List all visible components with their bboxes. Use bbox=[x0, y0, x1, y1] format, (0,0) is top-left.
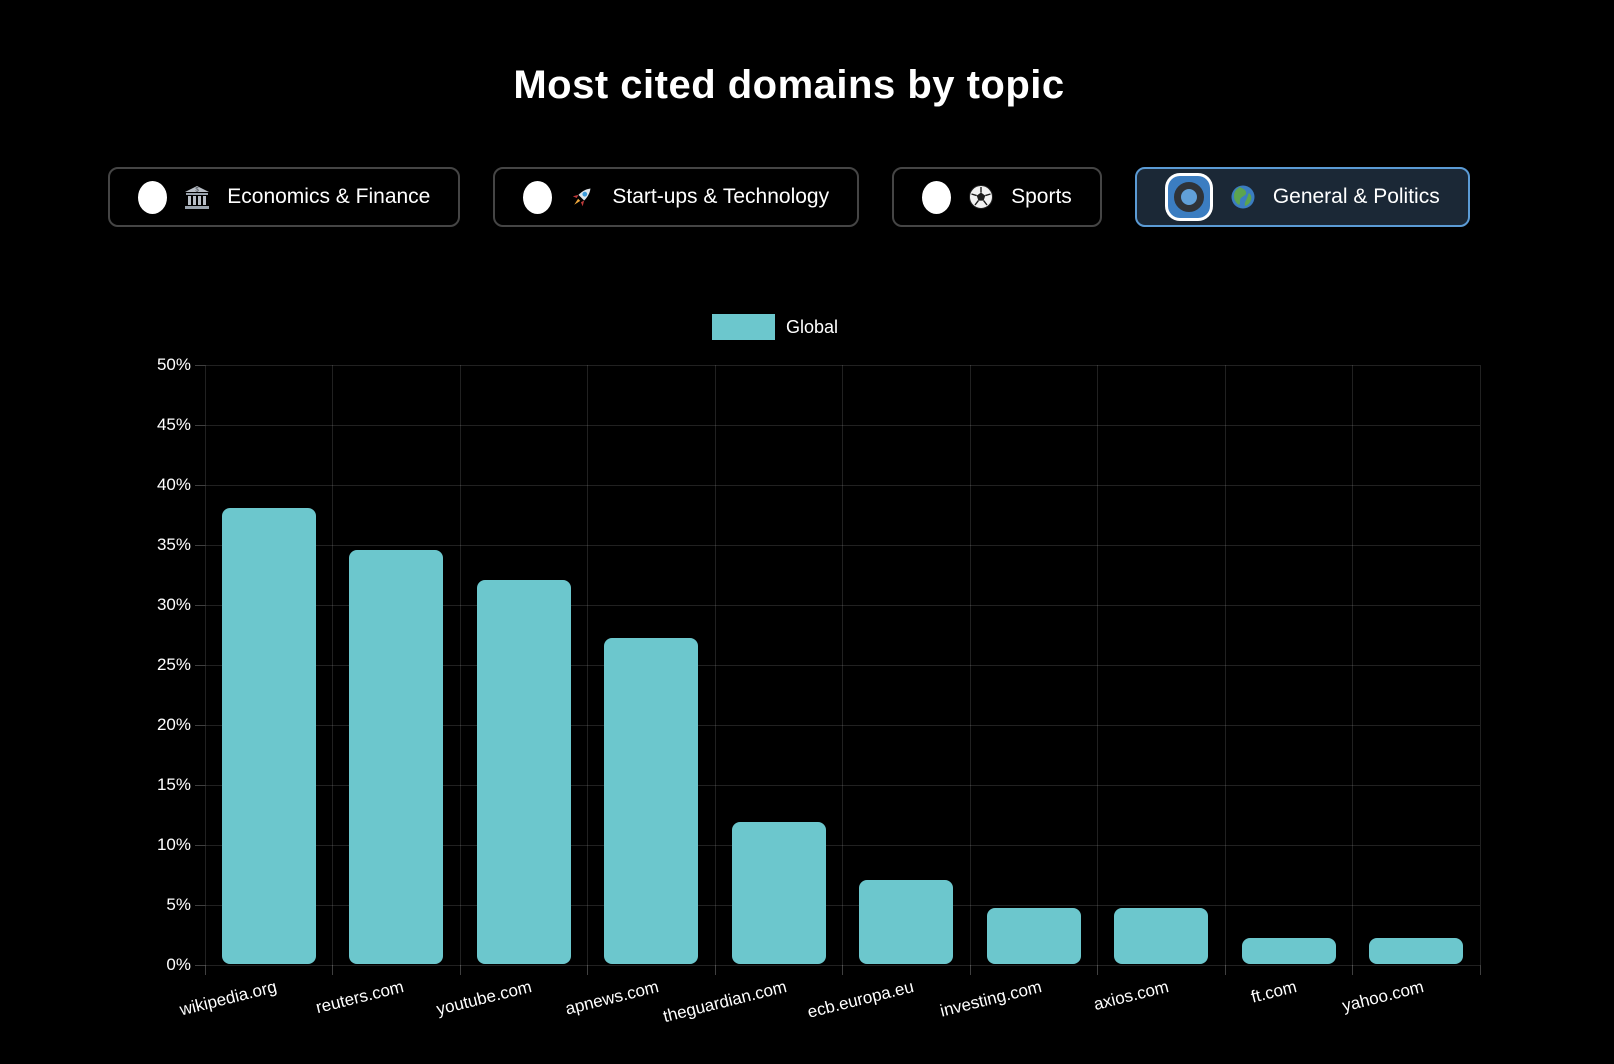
gridline-horizontal bbox=[205, 664, 1480, 666]
bar-axios-com[interactable] bbox=[1114, 907, 1209, 964]
x-axis-tick bbox=[1352, 965, 1353, 975]
topic-button-general-politics[interactable]: General & Politics bbox=[1134, 167, 1470, 227]
y-axis-tick bbox=[195, 544, 205, 546]
gridline-vertical bbox=[459, 365, 461, 965]
y-axis-tick bbox=[195, 664, 205, 666]
gridline-vertical bbox=[204, 365, 206, 965]
chart-legend[interactable]: Global bbox=[0, 314, 1564, 340]
y-axis-label: 25% bbox=[156, 655, 191, 674]
gridline-vertical bbox=[842, 365, 843, 965]
y-axis-label: 15% bbox=[156, 775, 191, 794]
gridline-vertical bbox=[587, 365, 588, 965]
y-axis-tick bbox=[195, 484, 205, 486]
bar-yahoo-com[interactable] bbox=[1369, 937, 1464, 964]
y-axis-label: 50% bbox=[156, 355, 191, 374]
bar-apnews-com[interactable] bbox=[604, 637, 699, 964]
bar-theguardian-com[interactable] bbox=[731, 822, 826, 964]
bar-wikipedia-org[interactable] bbox=[221, 508, 316, 964]
gridline-horizontal bbox=[205, 784, 1480, 786]
bar-investing-com[interactable] bbox=[986, 907, 1081, 964]
svg-text:$: $ bbox=[196, 188, 200, 194]
x-axis-tick bbox=[969, 965, 971, 975]
radio-selected-icon[interactable] bbox=[1167, 176, 1210, 218]
gridline-horizontal bbox=[205, 364, 1480, 366]
y-axis-tick bbox=[195, 844, 205, 846]
x-axis-tick bbox=[459, 965, 461, 975]
y-axis-tick bbox=[195, 724, 205, 726]
x-axis-tick bbox=[204, 965, 206, 975]
radio-unselected-icon[interactable] bbox=[922, 180, 952, 214]
topic-button-sports[interactable]: Sports bbox=[892, 167, 1102, 227]
y-axis-tick bbox=[195, 424, 205, 426]
radio-unselected-icon[interactable] bbox=[523, 180, 553, 214]
y-axis-label: 30% bbox=[156, 595, 191, 614]
gridline-vertical bbox=[969, 365, 971, 965]
gridline-horizontal bbox=[205, 904, 1480, 906]
x-axis-tick bbox=[1097, 965, 1098, 975]
y-axis-label: 0% bbox=[166, 955, 191, 974]
gridline-horizontal bbox=[205, 604, 1480, 606]
gridline-horizontal bbox=[205, 484, 1480, 486]
bar-chart-plot-area: 0% 5% 10% 15% 20% 25% 30% 35% 40% 45% 50% wikipedia… bbox=[157, 355, 1481, 1026]
bar-youtube-com[interactable] bbox=[476, 580, 571, 964]
soccer-ball-icon bbox=[966, 182, 996, 212]
y-axis-tick bbox=[195, 604, 205, 606]
radio-dot bbox=[1173, 182, 1204, 212]
x-axis-tick bbox=[1479, 965, 1481, 975]
legend-swatch bbox=[711, 314, 775, 340]
topic-button-label: General & Politics bbox=[1272, 185, 1440, 208]
gridline-vertical bbox=[714, 365, 716, 965]
gridline-vertical bbox=[1097, 365, 1098, 965]
x-axis-tick bbox=[587, 965, 588, 975]
rocket-icon bbox=[567, 182, 597, 212]
bar-ecb-europa-eu[interactable] bbox=[859, 880, 954, 964]
y-axis-tick bbox=[195, 904, 205, 906]
y-axis-label: 20% bbox=[156, 715, 191, 734]
y-axis-tick bbox=[195, 784, 205, 786]
y-axis-label: 5% bbox=[166, 895, 191, 914]
bar-ft-com[interactable] bbox=[1241, 937, 1336, 964]
y-axis-label: 10% bbox=[156, 835, 191, 854]
gridline-horizontal bbox=[205, 544, 1480, 546]
gridline-vertical bbox=[332, 365, 333, 965]
y-axis-tick bbox=[195, 964, 205, 966]
page-title: Most cited domains by topic bbox=[513, 62, 1065, 107]
topic-button-label: Sports bbox=[1011, 185, 1072, 208]
gridline-vertical bbox=[1479, 365, 1481, 965]
bar-reuters-com[interactable] bbox=[349, 550, 444, 964]
y-axis-label: 45% bbox=[156, 415, 191, 434]
gridline-vertical bbox=[1352, 365, 1353, 965]
gridline-horizontal bbox=[205, 964, 1480, 966]
x-axis-tick bbox=[332, 965, 333, 975]
y-axis-tick bbox=[195, 364, 205, 366]
gridline-horizontal bbox=[205, 424, 1480, 426]
x-axis-tick bbox=[714, 965, 716, 975]
topic-button-label: Economics & Finance bbox=[227, 185, 431, 208]
topic-button-economics-finance[interactable]: $ Economics & Finance bbox=[108, 167, 461, 227]
legend-label: Global bbox=[785, 316, 839, 337]
x-axis-tick bbox=[842, 965, 843, 975]
gridline-horizontal bbox=[205, 844, 1480, 846]
globe-icon bbox=[1228, 182, 1258, 212]
x-axis-tick bbox=[1224, 965, 1226, 975]
gridline-horizontal bbox=[205, 724, 1480, 726]
gridline-vertical bbox=[1224, 365, 1226, 965]
topic-button-row: $ Economics & Finance Start-ups & Technolo… bbox=[0, 167, 1578, 227]
y-axis-label: 40% bbox=[156, 475, 191, 494]
bank-icon: $ bbox=[182, 182, 212, 212]
topic-button-start-ups-technology[interactable]: Start-ups & Technology bbox=[493, 167, 860, 227]
radio-unselected-icon[interactable] bbox=[138, 180, 168, 214]
y-axis-label: 35% bbox=[156, 535, 191, 554]
topic-button-label: Start-ups & Technology bbox=[612, 185, 830, 208]
